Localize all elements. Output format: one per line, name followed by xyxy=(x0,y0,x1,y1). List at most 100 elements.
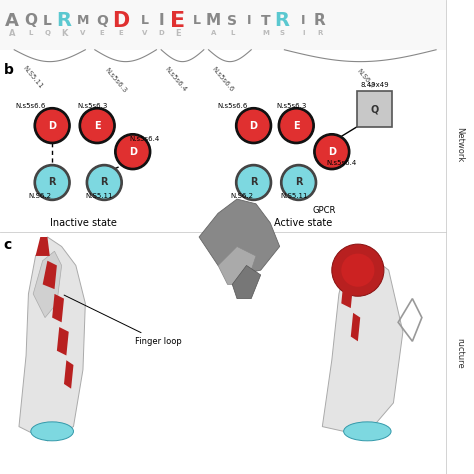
Text: I: I xyxy=(301,14,306,27)
Text: M: M xyxy=(206,13,221,28)
Circle shape xyxy=(79,108,115,144)
Text: D: D xyxy=(158,30,164,36)
Circle shape xyxy=(281,110,311,141)
Text: Q: Q xyxy=(45,30,50,36)
Circle shape xyxy=(86,164,122,201)
Text: N.s5s6.6: N.s5s6.6 xyxy=(217,103,247,109)
Circle shape xyxy=(332,244,384,296)
Polygon shape xyxy=(64,360,73,389)
Circle shape xyxy=(34,108,70,144)
Text: Finger loop: Finger loop xyxy=(64,295,182,346)
Circle shape xyxy=(278,108,314,144)
Circle shape xyxy=(238,167,269,198)
Text: N.S6.2: N.S6.2 xyxy=(230,193,253,199)
Text: D: D xyxy=(328,146,336,157)
Text: S: S xyxy=(280,30,284,36)
Text: N.s5s6.4: N.s5s6.4 xyxy=(326,160,356,166)
Text: D: D xyxy=(250,120,257,131)
Text: S: S xyxy=(227,14,237,28)
Text: N.s5s6.6: N.s5s6.6 xyxy=(16,103,46,109)
Circle shape xyxy=(115,134,151,170)
Text: N.s5s6.4: N.s5s6.4 xyxy=(164,66,187,93)
Polygon shape xyxy=(218,246,256,284)
Text: N.s5s6.3: N.s5s6.3 xyxy=(104,66,128,93)
Text: L: L xyxy=(141,14,148,27)
Text: A: A xyxy=(210,30,216,36)
Polygon shape xyxy=(43,261,57,289)
Polygon shape xyxy=(57,327,69,356)
Text: M: M xyxy=(77,14,89,27)
Text: N.s5s6.4: N.s5s6.4 xyxy=(129,136,160,142)
Text: N.S6.2: N.S6.2 xyxy=(356,68,374,89)
Text: R: R xyxy=(56,11,72,30)
Circle shape xyxy=(236,108,272,144)
Circle shape xyxy=(281,164,317,201)
Text: D: D xyxy=(129,146,137,157)
Text: L: L xyxy=(28,30,33,36)
Text: D: D xyxy=(112,11,129,31)
Circle shape xyxy=(37,110,67,141)
Text: 8.49x49: 8.49x49 xyxy=(360,82,389,88)
FancyBboxPatch shape xyxy=(0,0,446,50)
Text: N.s5s6.6: N.s5s6.6 xyxy=(211,66,235,93)
Text: Q: Q xyxy=(96,14,108,28)
Text: E: E xyxy=(293,120,300,131)
Polygon shape xyxy=(351,313,360,341)
Text: Q: Q xyxy=(370,104,379,114)
Text: E: E xyxy=(175,29,181,37)
Circle shape xyxy=(341,254,374,287)
Text: R: R xyxy=(250,177,257,188)
Polygon shape xyxy=(19,237,85,441)
Text: I: I xyxy=(246,14,251,27)
Text: E: E xyxy=(118,30,123,36)
Circle shape xyxy=(34,164,70,201)
Circle shape xyxy=(314,134,350,170)
Text: L: L xyxy=(193,14,201,27)
Polygon shape xyxy=(341,280,353,308)
Text: V: V xyxy=(80,30,86,36)
Text: N.s5s6.3: N.s5s6.3 xyxy=(276,103,307,109)
Text: E: E xyxy=(94,120,100,131)
Polygon shape xyxy=(52,294,64,322)
Polygon shape xyxy=(232,265,261,299)
Polygon shape xyxy=(322,251,403,436)
Text: b: b xyxy=(4,63,14,77)
Polygon shape xyxy=(36,237,50,256)
Text: L: L xyxy=(230,30,235,36)
Circle shape xyxy=(89,167,119,198)
Ellipse shape xyxy=(31,422,73,441)
Text: N.S5.11: N.S5.11 xyxy=(280,193,308,199)
Text: A: A xyxy=(9,29,15,37)
Text: Active state: Active state xyxy=(274,218,332,228)
Circle shape xyxy=(236,164,272,201)
Circle shape xyxy=(37,167,67,198)
Circle shape xyxy=(238,110,269,141)
Text: L: L xyxy=(43,14,52,28)
Ellipse shape xyxy=(344,422,391,441)
Polygon shape xyxy=(33,251,62,318)
Text: A: A xyxy=(5,12,19,30)
Text: N.S6.2: N.S6.2 xyxy=(29,193,52,199)
Text: ructure: ructure xyxy=(456,338,464,368)
Text: Inactive state: Inactive state xyxy=(49,218,117,228)
Circle shape xyxy=(283,167,314,198)
Text: Network: Network xyxy=(456,127,464,162)
Text: E: E xyxy=(170,11,185,31)
Text: R: R xyxy=(48,177,56,188)
Text: R: R xyxy=(317,30,323,36)
Circle shape xyxy=(118,137,148,167)
Text: I: I xyxy=(158,13,164,28)
Text: T: T xyxy=(261,14,270,28)
Text: N.s5s6.3: N.s5s6.3 xyxy=(77,103,108,109)
Circle shape xyxy=(82,110,112,141)
Text: D: D xyxy=(48,120,56,131)
Circle shape xyxy=(317,137,347,167)
Text: K: K xyxy=(61,29,67,37)
Text: M: M xyxy=(262,30,269,36)
Text: c: c xyxy=(4,238,12,252)
Text: R: R xyxy=(100,177,108,188)
Text: I: I xyxy=(302,30,305,36)
FancyBboxPatch shape xyxy=(357,91,392,127)
Text: V: V xyxy=(142,30,147,36)
Text: N.S5.11: N.S5.11 xyxy=(22,65,44,90)
